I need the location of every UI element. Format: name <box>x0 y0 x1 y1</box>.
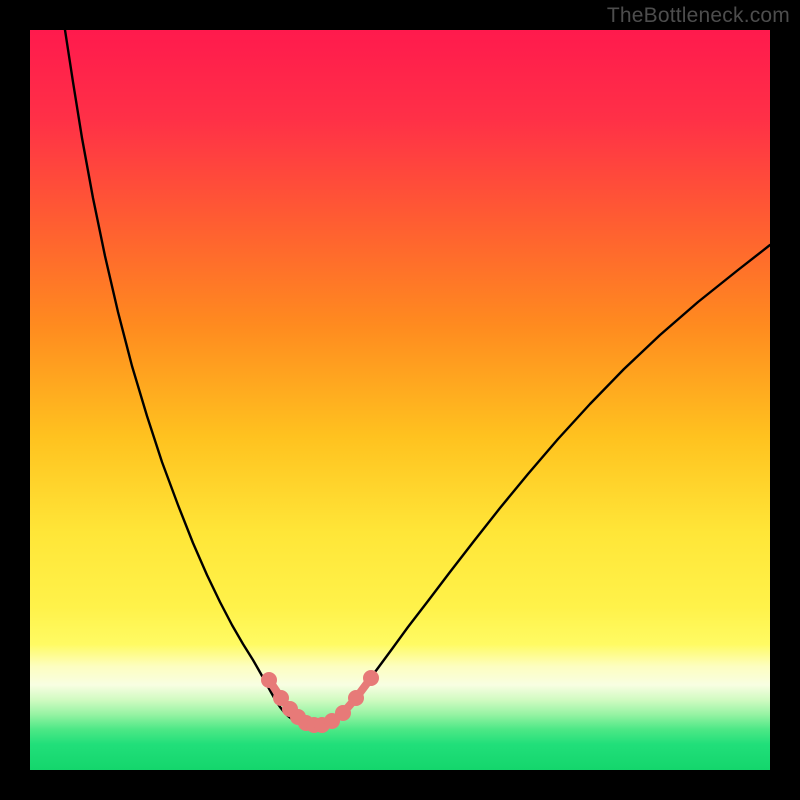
watermark-text: TheBottleneck.com <box>607 4 790 28</box>
marker-dot <box>261 672 277 688</box>
marker-dot <box>363 670 379 686</box>
marker-dot <box>348 690 364 706</box>
marker-dot <box>335 705 351 721</box>
bottleneck-chart <box>0 0 800 800</box>
